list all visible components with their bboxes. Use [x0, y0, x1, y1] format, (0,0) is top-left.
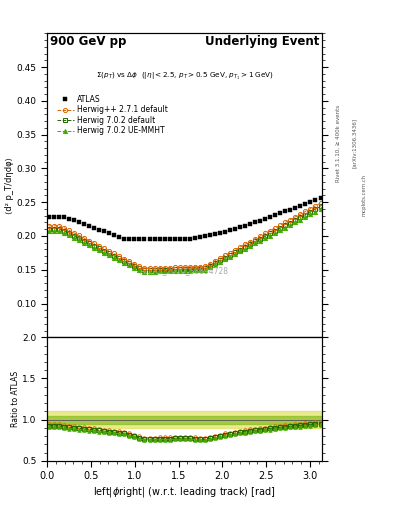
Herwig 7.0.2 default	[46, 226, 51, 232]
Text: ATLAS_2010_S8894728: ATLAS_2010_S8894728	[140, 266, 229, 275]
ATLAS	[112, 232, 117, 238]
Bar	[47, 412, 322, 428]
Herwig++ 2.7.1 default	[152, 265, 157, 271]
Herwig 7.0.2 UE-MMHT	[318, 206, 323, 212]
Herwig 7.0.2 default	[293, 217, 298, 223]
Herwig++ 2.7.1 default	[142, 265, 147, 271]
Herwig 7.0.2 UE-MMHT	[293, 219, 298, 225]
Herwig 7.0.2 default	[152, 267, 157, 273]
Herwig++ 2.7.1 default	[112, 250, 117, 257]
ATLAS	[46, 214, 51, 220]
Herwig++ 2.7.1 default	[318, 200, 323, 206]
ATLAS	[313, 197, 318, 203]
Herwig++ 2.7.1 default	[77, 232, 81, 239]
Herwig 7.0.2 default	[112, 253, 117, 259]
Herwig 7.0.2 default	[142, 267, 147, 273]
Line: Herwig++ 2.7.1 default: Herwig++ 2.7.1 default	[47, 201, 323, 270]
Bar	[47, 416, 322, 424]
Herwig 7.0.2 default	[97, 245, 101, 251]
Herwig 7.0.2 UE-MMHT	[152, 269, 157, 275]
ATLAS	[127, 236, 132, 242]
Herwig 7.0.2 UE-MMHT	[142, 269, 147, 275]
Herwig 7.0.2 default	[313, 206, 318, 212]
Text: mcplots.cern.ch: mcplots.cern.ch	[362, 174, 367, 216]
Text: $\Sigma(p_T)$ vs $\Delta\phi$  ($|\eta| < 2.5$, $p_T > 0.5$ GeV, $p_{T_1} > 1$ G: $\Sigma(p_T)$ vs $\Delta\phi$ ($|\eta| <…	[95, 71, 274, 82]
Herwig 7.0.2 UE-MMHT	[112, 254, 117, 261]
Text: Underlying Event: Underlying Event	[205, 35, 320, 48]
Herwig 7.0.2 UE-MMHT	[77, 237, 81, 243]
Herwig++ 2.7.1 default	[46, 223, 51, 229]
Herwig 7.0.2 UE-MMHT	[97, 247, 101, 253]
Text: Rivet 3.1.10, ≥ 400k events: Rivet 3.1.10, ≥ 400k events	[336, 105, 341, 182]
Legend: ATLAS, Herwig++ 2.7.1 default, Herwig 7.0.2 default, Herwig 7.0.2 UE-MMHT: ATLAS, Herwig++ 2.7.1 default, Herwig 7.…	[54, 92, 171, 139]
Y-axis label: ⟨d² p_T/dηdφ⟩: ⟨d² p_T/dηdφ⟩	[5, 157, 14, 214]
Line: ATLAS: ATLAS	[46, 196, 323, 242]
Y-axis label: Ratio to ATLAS: Ratio to ATLAS	[11, 371, 20, 427]
Herwig 7.0.2 default	[318, 203, 323, 209]
Text: 900 GeV pp: 900 GeV pp	[50, 35, 126, 48]
ATLAS	[293, 205, 298, 211]
Herwig 7.0.2 default	[77, 235, 81, 241]
Herwig++ 2.7.1 default	[97, 243, 101, 249]
Text: [arXiv:1306.3436]: [arXiv:1306.3436]	[352, 118, 357, 168]
ATLAS	[97, 226, 101, 232]
Line: Herwig 7.0.2 UE-MMHT: Herwig 7.0.2 UE-MMHT	[47, 207, 323, 274]
ATLAS	[77, 219, 81, 225]
Herwig 7.0.2 UE-MMHT	[46, 228, 51, 234]
ATLAS	[318, 195, 323, 201]
Herwig++ 2.7.1 default	[313, 203, 318, 209]
Line: Herwig 7.0.2 default: Herwig 7.0.2 default	[47, 204, 323, 272]
Herwig 7.0.2 UE-MMHT	[313, 208, 318, 215]
Herwig++ 2.7.1 default	[293, 214, 298, 220]
ATLAS	[152, 236, 157, 242]
X-axis label: left|$\phi$right| (w.r.t. leading track) [rad]: left|$\phi$right| (w.r.t. leading track)…	[93, 485, 276, 499]
